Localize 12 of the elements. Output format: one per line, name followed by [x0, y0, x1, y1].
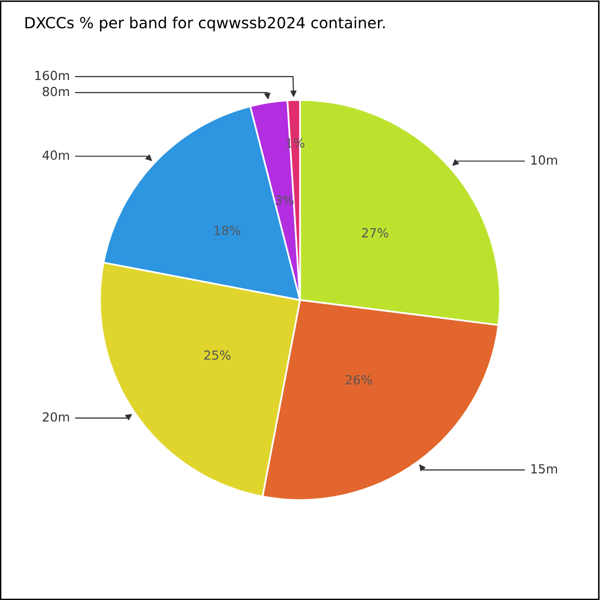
chart-title: DXCCs % per band for cqwwssb2024 container. — [26, 16, 385, 32]
slice-label: 160m — [35, 70, 69, 80]
data-label: 27% — [362, 228, 388, 238]
slice-label: 20m — [42, 412, 69, 422]
data-label: 26% — [346, 375, 372, 385]
data-label: 25% — [204, 350, 230, 360]
slice-label: 15m — [531, 464, 558, 474]
slice-label: 80m — [42, 86, 69, 96]
data-label: 18% — [214, 226, 240, 236]
slice-label: 40m — [42, 150, 69, 160]
data-label: 1% — [286, 138, 304, 148]
slice-label: 10m — [531, 155, 558, 165]
